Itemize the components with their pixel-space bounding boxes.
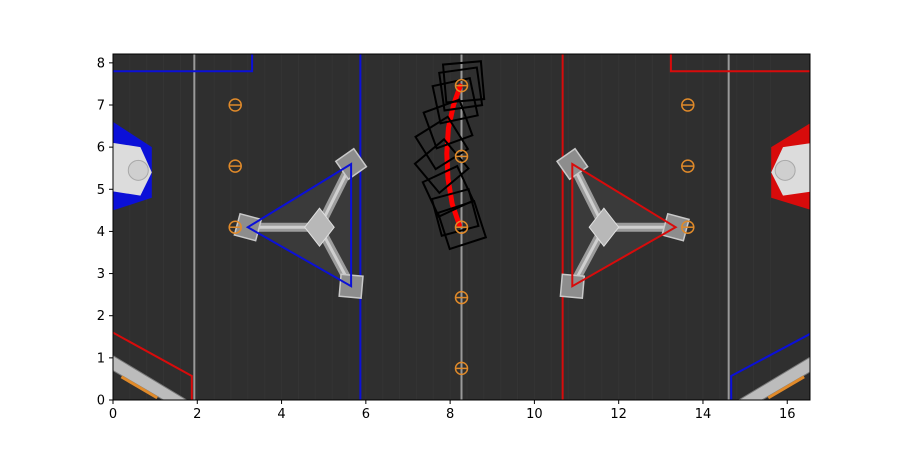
red-stage-core [588, 207, 620, 248]
x-axis: 0 2 4 6 8 10 12 14 16 [109, 400, 796, 422]
red-stage-outline [571, 162, 678, 288]
note-markers [228, 78, 695, 376]
robot-pose-box [436, 199, 488, 251]
blue-source-edge [120, 375, 159, 400]
x-tick-label: 14 [695, 407, 712, 422]
robot-pose-box [414, 115, 470, 171]
blue-source-ramp [113, 355, 188, 400]
y-tick-label: 1 [97, 351, 105, 366]
y-tick-label: 8 [97, 56, 105, 71]
red-source-edge [767, 375, 805, 400]
red-source-ramp [737, 356, 810, 400]
trajectory-line [444, 83, 463, 228]
x-tick-label: 2 [193, 407, 201, 422]
blue-stage-core [304, 207, 335, 248]
blue-amp-zone [113, 54, 254, 73]
robot-poses [413, 60, 488, 251]
x-tick-label: 12 [610, 407, 627, 422]
x-tick-label: 16 [779, 407, 796, 422]
x-tick-label: 8 [446, 407, 454, 422]
blue-speaker-opening [127, 159, 149, 181]
red-speaker-opening [774, 159, 796, 181]
x-tick-label: 6 [362, 407, 370, 422]
y-tick-label: 3 [97, 267, 105, 282]
robot-pose-box [441, 60, 486, 104]
robot-pose-box [430, 187, 480, 237]
blue-stage-outline [245, 162, 353, 288]
robot-pose-box [421, 164, 475, 218]
robot-pose-box [438, 66, 484, 112]
y-tick-label: 2 [97, 309, 105, 324]
y-tick-label: 7 [97, 98, 105, 113]
x-tick-label: 10 [526, 407, 543, 422]
y-tick-label: 4 [97, 225, 105, 240]
y-axis: 0 1 2 3 4 5 6 7 8 [97, 56, 113, 409]
red-amp-zone [669, 54, 810, 73]
trajectory-path [444, 83, 463, 228]
x-tick-label: 4 [277, 407, 285, 422]
y-tick-label: 5 [97, 183, 105, 198]
y-tick-label: 6 [97, 141, 105, 156]
blue-source-zone [730, 332, 810, 400]
axes-frame [112, 53, 811, 401]
field-background [113, 54, 810, 400]
y-tick-label: 0 [97, 394, 105, 409]
red-source-zone [113, 331, 193, 400]
robot-pose-box [431, 77, 479, 125]
x-tick-label: 0 [109, 407, 117, 422]
